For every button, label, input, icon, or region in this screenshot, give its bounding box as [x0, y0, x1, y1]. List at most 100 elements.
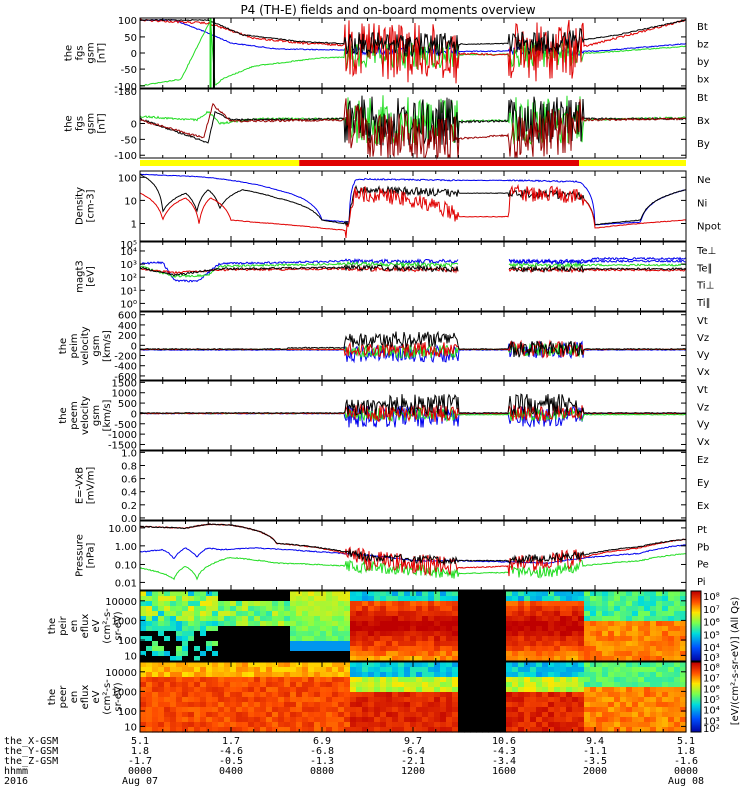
peer-spectrogram-cell: [656, 722, 663, 728]
peir-spectrogram-cell: [632, 596, 639, 602]
peer-spectrogram-cell: [326, 677, 333, 683]
peir-spectrogram-cell: [242, 646, 249, 652]
peir-spectrogram-cell: [338, 601, 345, 607]
peer-spectrogram-cell: [140, 712, 147, 718]
peir-spectrogram-cell: [656, 636, 663, 642]
peer-spectrogram-cell: [506, 667, 513, 673]
peir-spectrogram-cell: [440, 641, 447, 647]
peir-spectrogram-cell: [626, 641, 633, 647]
peer-spectrogram-cell: [560, 697, 567, 703]
peir-spectrogram-cell: [386, 601, 393, 607]
peir-spectrogram-cell: [368, 601, 375, 607]
peir-spectrogram-cell: [194, 616, 201, 622]
peer-spectrogram-cell: [272, 687, 279, 693]
peer-spectrogram-cell: [470, 687, 477, 693]
y-tick-label: 10⁴: [120, 247, 137, 258]
peer-spectrogram-cell: [350, 727, 357, 733]
peir-spectrogram-cell: [662, 601, 669, 607]
peer-spectrogram-cell: [536, 662, 543, 668]
peir-spectrogram-cell: [590, 646, 597, 652]
peir-spectrogram-cell: [464, 656, 471, 662]
peer-spectrogram-cell: [374, 727, 381, 733]
peer-spectrogram-cell: [296, 702, 303, 708]
y-axis-label: peir: [58, 615, 69, 635]
peir-spectrogram-cell: [518, 656, 525, 662]
peer-spectrogram-cell: [632, 687, 639, 693]
peer-spectrogram-cell: [452, 667, 459, 673]
peer-spectrogram-cell: [512, 717, 519, 723]
peer-spectrogram-cell: [230, 677, 237, 683]
peir-spectrogram-cell: [224, 616, 231, 622]
peir-spectrogram-cell: [500, 611, 507, 617]
peer-spectrogram-cell: [332, 672, 339, 678]
peer-spectrogram-cell: [212, 702, 219, 708]
peer-spectrogram-cell: [404, 662, 411, 668]
peir-spectrogram-cell: [170, 621, 177, 627]
peer-spectrogram-cell: [434, 692, 441, 698]
peer-spectrogram-cell: [302, 672, 309, 678]
peir-spectrogram-cell: [152, 616, 159, 622]
peir-spectrogram-cell: [140, 591, 147, 597]
peer-spectrogram-cell: [578, 722, 585, 728]
peir-spectrogram-cell: [518, 631, 525, 637]
peer-spectrogram-cell: [266, 672, 273, 678]
peir-spectrogram-cell: [584, 646, 591, 652]
peer-spectrogram-cell: [380, 677, 387, 683]
peir-spectrogram-cell: [566, 616, 573, 622]
peir-spectrogram-cell: [242, 591, 249, 597]
peer-spectrogram-cell: [596, 702, 603, 708]
peer-spectrogram-cell: [428, 692, 435, 698]
peer-spectrogram-cell: [218, 677, 225, 683]
peer-spectrogram-cell: [458, 707, 465, 713]
peir-spectrogram-cell: [614, 616, 621, 622]
peer-spectrogram-cell: [170, 702, 177, 708]
peer-spectrogram-cell: [380, 697, 387, 703]
peir-spectrogram-cell: [242, 606, 249, 612]
peer-spectrogram-cell: [644, 667, 651, 673]
peer-spectrogram-cell: [542, 727, 549, 733]
peir-spectrogram-cell: [620, 631, 627, 637]
peer-spectrogram-cell: [326, 697, 333, 703]
peer-spectrogram-cell: [434, 682, 441, 688]
peir-spectrogram-cell: [140, 656, 147, 662]
peer-spectrogram-cell: [176, 687, 183, 693]
peir-spectrogram-cell: [344, 641, 351, 647]
y-axis-label: gsm: [91, 405, 102, 426]
peer-spectrogram-cell: [572, 672, 579, 678]
peir-spectrogram-cell: [224, 636, 231, 642]
peer-spectrogram-cell: [374, 692, 381, 698]
peir-spectrogram-cell: [434, 656, 441, 662]
peir-spectrogram-cell: [236, 646, 243, 652]
peir-spectrogram-cell: [188, 641, 195, 647]
peir-spectrogram-cell: [146, 621, 153, 627]
colorbar-cell: [691, 728, 701, 731]
peir-spectrogram-cell: [386, 611, 393, 617]
peir-spectrogram-cell: [662, 596, 669, 602]
peir-spectrogram-cell: [590, 591, 597, 597]
peir-spectrogram-cell: [380, 641, 387, 647]
peer-spectrogram-cell: [218, 692, 225, 698]
peer-spectrogram-cell: [458, 677, 465, 683]
peir-spectrogram-cell: [488, 606, 495, 612]
peer-spectrogram-cell: [506, 687, 513, 693]
peer-spectrogram-cell: [614, 712, 621, 718]
peer-spectrogram-cell: [254, 662, 261, 668]
peer-spectrogram-cell: [188, 717, 195, 723]
peer-spectrogram-cell: [452, 677, 459, 683]
peir-spectrogram-cell: [248, 636, 255, 642]
peer-spectrogram-cell: [314, 727, 321, 733]
peer-spectrogram-cell: [206, 707, 213, 713]
peer-spectrogram-cell: [674, 727, 681, 733]
peer-spectrogram-cell: [212, 677, 219, 683]
peer-spectrogram-cell: [398, 697, 405, 703]
peir-spectrogram-cell: [650, 656, 657, 662]
peer-spectrogram-cell: [296, 677, 303, 683]
peir-spectrogram-cell: [194, 636, 201, 642]
peir-spectrogram-cell: [476, 626, 483, 632]
peir-spectrogram-cell: [626, 636, 633, 642]
peir-spectrogram-cell: [398, 601, 405, 607]
peer-spectrogram-cell: [656, 712, 663, 718]
y-axis-label: magt3: [75, 260, 86, 293]
peir-spectrogram-cell: [596, 596, 603, 602]
